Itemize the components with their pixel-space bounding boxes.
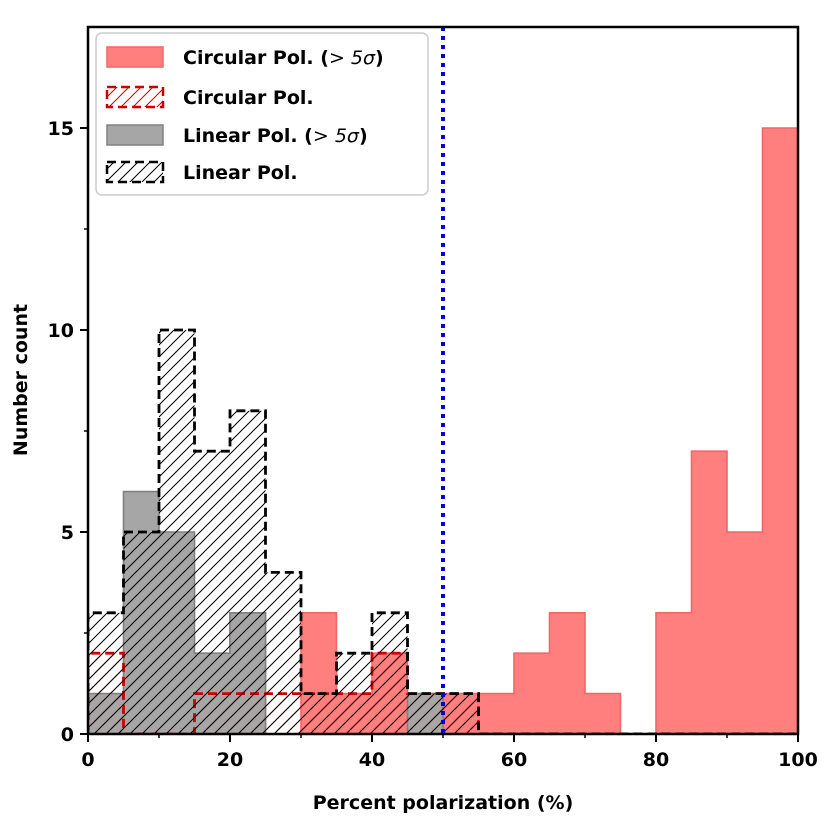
x-axis-label: Percent polarization (%) [313, 792, 574, 814]
bar-circular-5sigma-85-90 [691, 451, 727, 734]
bar-circular-5sigma-65-70 [549, 612, 585, 734]
x-tick-label: 0 [81, 749, 94, 771]
bar-linear-25-30 [265, 572, 301, 734]
legend-entry-circular-5sigma: Circular Pol. (> 5σ) [106, 46, 384, 69]
bar-circular-5sigma-70-75 [585, 693, 621, 734]
plot-area [88, 127, 798, 734]
legend-label-circular-5sigma: Circular Pol. (> 5σ) [183, 47, 384, 69]
y-tick-label: 10 [48, 320, 74, 342]
bar-linear-40-45 [372, 612, 408, 734]
bar-circular-5sigma-60-65 [514, 653, 550, 734]
y-tick-label: 15 [48, 118, 74, 140]
bar-circular-5sigma-90-95 [727, 532, 763, 734]
legend-entry-linear-5sigma: Linear Pol. (> 5σ) [106, 124, 368, 147]
bar-linear-20-25 [230, 410, 266, 734]
legend-box [95, 32, 429, 196]
x-tick-label: 40 [359, 749, 385, 771]
legend-label-linear-5sigma: Linear Pol. (> 5σ) [183, 125, 368, 147]
y-axis: 0 5 10 15 [48, 118, 88, 746]
legend-entry-circular: Circular Pol. [105, 85, 314, 109]
y-tick-label: 5 [61, 522, 74, 544]
x-tick-label: 80 [643, 749, 669, 771]
x-axis: 0 20 40 60 80 100 [81, 734, 818, 771]
bar-linear-5-10 [123, 532, 159, 734]
y-tick-label: 0 [61, 724, 74, 746]
bar-linear-10-15 [159, 330, 195, 734]
legend-entry-linear: Linear Pol. [105, 160, 298, 184]
legend-label-linear: Linear Pol. [183, 162, 298, 184]
bar-circular-5sigma-80-85 [656, 612, 692, 734]
series-linear [88, 328, 798, 734]
bar-linear-15-20 [194, 451, 230, 734]
bar-circular-5sigma-95-100 [762, 128, 798, 734]
bar-linear-35-40 [336, 653, 372, 734]
y-axis-label: Number count [10, 304, 32, 456]
bar-linear-50-55 [443, 693, 479, 734]
legend-swatch-linear-5sigma [106, 124, 164, 146]
x-tick-label: 20 [217, 749, 243, 771]
bar-circular-5sigma-55-60 [478, 693, 514, 734]
legend-label-circular: Circular Pol. [183, 87, 314, 109]
bar-linear-0-5 [88, 612, 124, 734]
legend-swatch-circular [105, 85, 165, 109]
bar-linear-45-50 [407, 693, 443, 734]
legend-swatch-circular-5sigma [106, 46, 164, 68]
bar-linear-30-35 [301, 693, 337, 734]
x-tick-label: 60 [501, 749, 527, 771]
legend-swatch-linear [105, 160, 165, 184]
outline-linear [88, 328, 798, 734]
legend: Circular Pol. (> 5σ) Circular Pol. Linea… [95, 32, 429, 196]
x-tick-label: 100 [778, 749, 818, 771]
